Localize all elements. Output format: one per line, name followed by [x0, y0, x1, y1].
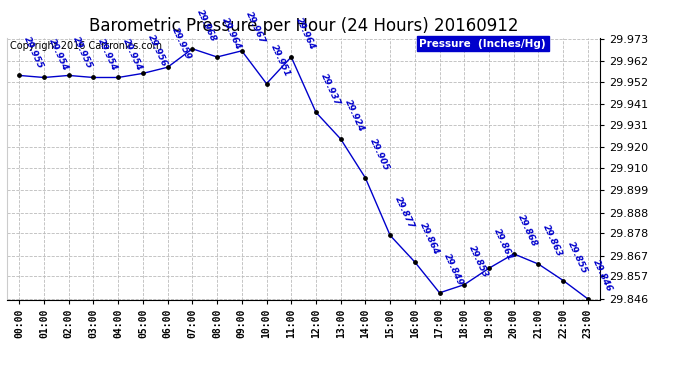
- Text: Copyright 2016 Cartronics.com: Copyright 2016 Cartronics.com: [10, 42, 162, 51]
- Point: [286, 54, 297, 60]
- Text: 29.951: 29.951: [269, 43, 292, 78]
- Text: 29.959: 29.959: [170, 27, 193, 62]
- Point: [310, 110, 322, 116]
- Text: 29.849: 29.849: [442, 252, 465, 287]
- Text: 29.853: 29.853: [467, 244, 490, 279]
- Text: 29.863: 29.863: [541, 224, 564, 258]
- Point: [582, 296, 593, 302]
- Point: [459, 282, 470, 288]
- Point: [434, 290, 445, 296]
- Point: [261, 81, 272, 87]
- Point: [39, 75, 50, 81]
- Point: [384, 232, 395, 238]
- Text: Pressure  (Inches/Hg): Pressure (Inches/Hg): [420, 39, 546, 49]
- Point: [162, 64, 173, 70]
- Text: 29.846: 29.846: [591, 258, 613, 293]
- Text: 29.954: 29.954: [121, 37, 144, 72]
- Point: [335, 136, 346, 142]
- Text: 29.967: 29.967: [244, 10, 267, 45]
- Text: 29.855: 29.855: [566, 240, 589, 275]
- Text: 29.956: 29.956: [146, 33, 168, 68]
- Text: 29.954: 29.954: [47, 37, 70, 72]
- Point: [88, 75, 99, 81]
- Text: 29.905: 29.905: [368, 137, 391, 172]
- Text: 29.955: 29.955: [72, 35, 95, 70]
- Text: 29.964: 29.964: [220, 16, 243, 51]
- Point: [187, 46, 198, 52]
- Point: [137, 70, 148, 76]
- Text: 29.861: 29.861: [492, 228, 515, 262]
- Point: [509, 251, 520, 257]
- Title: Barometric Pressure per Hour (24 Hours) 20160912: Barometric Pressure per Hour (24 Hours) …: [89, 16, 518, 34]
- Point: [112, 75, 124, 81]
- Point: [484, 265, 495, 271]
- Point: [14, 72, 25, 78]
- Text: 29.955: 29.955: [22, 35, 45, 70]
- Text: 29.954: 29.954: [96, 37, 119, 72]
- Point: [236, 48, 247, 54]
- Text: 29.968: 29.968: [195, 8, 218, 43]
- Text: 29.924: 29.924: [344, 98, 366, 134]
- Text: 29.964: 29.964: [294, 16, 317, 51]
- Point: [212, 54, 223, 60]
- Text: 29.877: 29.877: [393, 195, 415, 230]
- Text: 29.868: 29.868: [517, 213, 540, 248]
- Text: 29.937: 29.937: [319, 72, 342, 107]
- Point: [63, 72, 75, 78]
- Point: [409, 259, 420, 265]
- Point: [533, 261, 544, 267]
- Text: 29.864: 29.864: [417, 221, 440, 256]
- Point: [558, 278, 569, 284]
- Point: [360, 175, 371, 181]
